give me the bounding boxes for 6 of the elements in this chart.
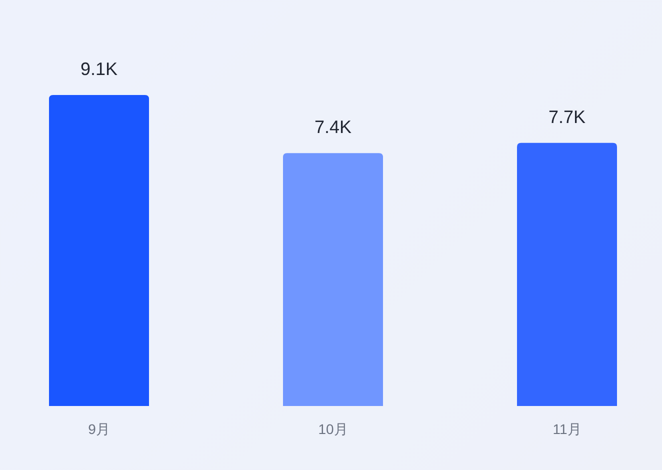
x-tick-label: 10月	[318, 421, 348, 437]
data-label: 9.1K	[80, 59, 118, 79]
data-label: 7.7K	[548, 106, 586, 127]
data-label: 7.4K	[314, 117, 352, 138]
x-tick-label: 11月	[552, 421, 582, 437]
x-tick-label: 9月	[88, 421, 110, 437]
